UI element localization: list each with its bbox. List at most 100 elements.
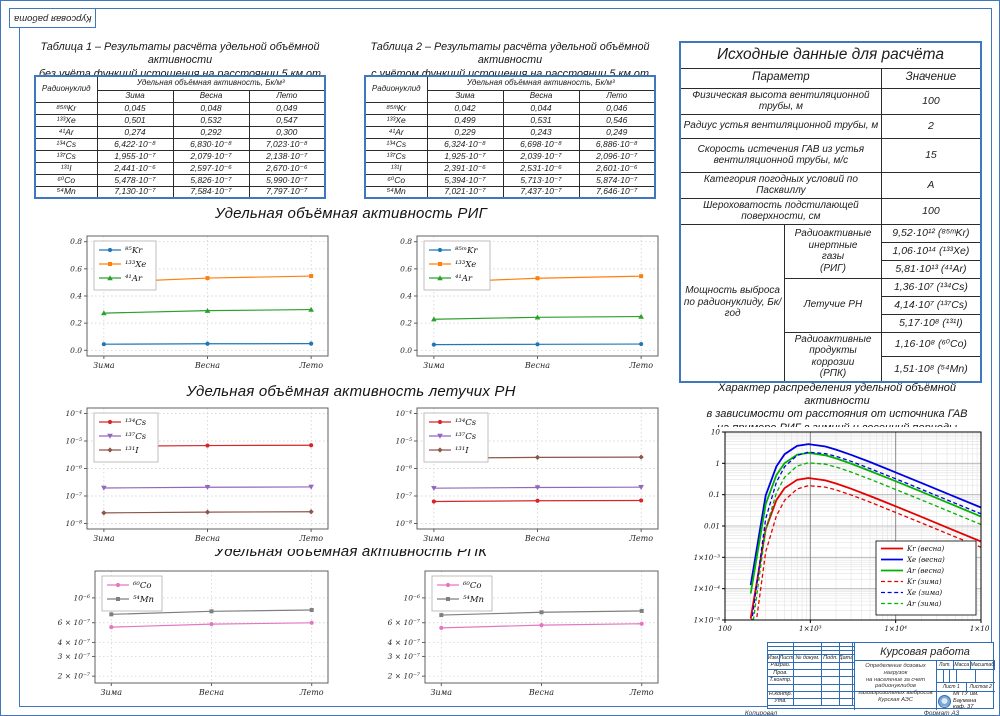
param-value: 100: [880, 87, 982, 115]
table-row: ¹³¹I 2,391·10⁻⁶ 2,531·10⁻⁶ 2,601·10⁻⁶: [364, 161, 656, 175]
stamp-cell: [840, 663, 853, 670]
value-cell: 6,324·10⁻⁸: [426, 137, 504, 151]
stamp-cell: [794, 684, 822, 691]
svg-text:2 × 10⁻⁷: 2 × 10⁻⁷: [387, 672, 420, 681]
nuclide-cell: ¹³¹I: [364, 161, 428, 175]
stamp-cell: [840, 677, 853, 684]
emission-value: 1,06·10¹⁴ (¹³³Xe): [880, 241, 982, 261]
stamp-row: [768, 647, 854, 651]
stamp-cell: [822, 691, 840, 698]
value-cell: 2,096·10⁻⁷: [578, 149, 656, 163]
svg-text:Весна: Весна: [528, 688, 554, 697]
svg-text:1×10³: 1×10³: [799, 624, 822, 633]
svg-text:1×10⁴: 1×10⁴: [884, 624, 907, 633]
table-row: ⁴¹Ar 0,274 0,292 0,300: [34, 125, 326, 139]
emission-value: 1,51·10⁸ (⁵⁴Mn): [880, 356, 982, 382]
emission-row: Радиоактивные продукты коррозии (РПК) 1,1…: [680, 331, 982, 382]
value-cell: 5,478·10⁻⁷: [96, 173, 174, 187]
nuclide-cell: ⁵⁴Mn: [34, 185, 98, 199]
stamp-cell: Лист: [780, 655, 794, 662]
value-cell: 2,138·10⁻⁷: [248, 149, 326, 163]
emission-group-label: Радиоактивные инертные газы (РИГ): [784, 223, 882, 279]
stamp-cell: [840, 647, 853, 650]
svg-text:Зима: Зима: [93, 361, 115, 370]
value-cell: 0,243: [502, 125, 580, 139]
svg-text:0.01: 0.01: [704, 522, 720, 531]
value-cell: 2,039·10⁻⁷: [502, 149, 580, 163]
svg-text:¹³⁴Cs: ¹³⁴Cs: [455, 418, 477, 428]
value-cell: 2,391·10⁻⁶: [426, 161, 504, 175]
svg-text:1×10⁻⁵: 1×10⁻⁵: [694, 616, 721, 625]
svg-text:Ar (весна): Ar (весна): [906, 567, 944, 575]
value-cell: 0,048: [172, 101, 250, 115]
svg-text:Ar (зима): Ar (зима): [906, 600, 942, 608]
drawing-frame: [19, 8, 992, 707]
scale-cell: [976, 670, 995, 682]
value-cell: 2,597·10⁻⁶: [172, 161, 250, 175]
table-row: ⁸⁵ᵐKr 0,045 0,048 0,049: [34, 101, 326, 115]
svg-text:⁶⁰Co: ⁶⁰Co: [462, 581, 481, 591]
svg-text:0.6: 0.6: [400, 264, 412, 273]
emission-row: Летучие РН 1,36·10⁷ (¹³⁴Cs): [680, 277, 982, 333]
stamp-row: Утв.: [768, 698, 854, 707]
table-row: ¹³⁷Cs 1,955·10⁻⁷ 2,079·10⁻⁷ 2,138·10⁻⁷: [34, 149, 326, 163]
emission-value: 1,16·10⁸ (⁶⁰Co): [880, 331, 982, 358]
param-label: Скорость истечения ГАВ из устья вентиляц…: [679, 137, 882, 173]
nuclide-cell: ⁸⁵ᵐKr: [364, 101, 428, 115]
value-cell: 7,797·10⁻⁷: [248, 185, 326, 199]
svg-text:1×10⁵: 1×10⁵: [970, 624, 989, 633]
stamp-cell: [768, 643, 794, 646]
university-logo-icon: [938, 694, 951, 708]
svg-text:¹³³Xe: ¹³³Xe: [455, 260, 476, 270]
stamp-cell: [840, 684, 853, 691]
sheet-number: Лист 1: [937, 683, 967, 691]
nuclide-cell: ¹³³Xe: [364, 113, 428, 127]
nuclide-header: Радионуклид: [364, 75, 428, 103]
svg-text:Весна: Весна: [524, 361, 550, 370]
svg-text:Лето: Лето: [299, 688, 324, 697]
value-cell: 0,042: [426, 101, 504, 115]
svg-text:Лето: Лето: [629, 688, 654, 697]
input-header-row: Параметр Значение: [679, 67, 982, 89]
value-cell: 2,670·10⁻⁶: [248, 161, 326, 175]
emission-label: Мощность выброса по радионуклиду, Бк/год: [679, 223, 786, 382]
stamp-cell: [794, 677, 822, 684]
chart-legend: ⁸⁵Kr ¹³³Xe ⁴¹Ar: [93, 240, 157, 291]
value-cell: 7,130·10⁻⁷: [96, 185, 174, 199]
param-header: Параметр: [679, 67, 882, 89]
value-cell: 5,394·10⁻⁷: [426, 173, 504, 187]
value-cell: 0,249: [578, 125, 656, 139]
svg-text:10⁻⁵: 10⁻⁵: [395, 437, 412, 446]
table-row: ⁵⁴Mn 7,130·10⁻⁷ 7,584·10⁻⁷ 7,797·10⁻⁷: [34, 185, 326, 199]
svg-text:¹³⁷Cs: ¹³⁷Cs: [455, 432, 477, 442]
value-cell: 0,046: [578, 101, 656, 115]
chart-rig-with-depletion: 0.0 0.2 0.4 0.6 0.8 Зима Весна Лето ⁸⁵ᵐKr ¹³³Xe ⁴¹…: [381, 228, 666, 376]
table-row: ¹³⁴Cs 6,324·10⁻⁸ 6,698·10⁻⁸ 6,886·10⁻⁸: [364, 137, 656, 151]
chart-legend: ⁶⁰Co ⁵⁴Mn: [101, 575, 163, 612]
value-cell: 5,990·10⁻⁷: [248, 173, 326, 187]
nuclide-cell: ⁴¹Ar: [364, 125, 428, 139]
nuclide-cell: ¹³³Xe: [34, 113, 98, 127]
emission-row: 5,81·10¹³ (⁴¹Ar): [680, 259, 982, 279]
svg-text:¹³³Xe: ¹³³Xe: [125, 260, 146, 270]
svg-text:¹³¹I: ¹³¹I: [125, 446, 139, 456]
value-cell: 0,546: [578, 113, 656, 127]
corner-label-box: Курсовая работа: [9, 8, 96, 28]
emission-row: 4,14·10⁷ (¹³⁷Cs): [680, 295, 982, 315]
table-row: ¹³⁴Cs 6,422·10⁻⁸ 6,830·10⁻⁸ 7,023·10⁻⁸: [34, 137, 326, 151]
value-cell: 6,698·10⁻⁸: [502, 137, 580, 151]
stamp-cell: [822, 647, 840, 650]
svg-text:10⁻⁵: 10⁻⁵: [65, 437, 82, 446]
svg-text:Зима: Зима: [93, 534, 115, 543]
nuclide-cell: ⁶⁰Co: [364, 173, 428, 187]
svg-text:Лето: Лето: [298, 534, 323, 543]
svg-text:0.1: 0.1: [709, 490, 720, 499]
emission-value: 9,52·10¹² (⁸⁵ᵐKr): [880, 223, 982, 243]
table-row: ¹³⁷Cs 1,925·10⁻⁷ 2,039·10⁻⁷ 2,096·10⁻⁷: [364, 149, 656, 163]
svg-text:4 × 10⁻⁷: 4 × 10⁻⁷: [387, 638, 420, 647]
footer-format-label: Формат А3: [923, 710, 960, 716]
stamp-cell: Дата: [840, 655, 853, 662]
